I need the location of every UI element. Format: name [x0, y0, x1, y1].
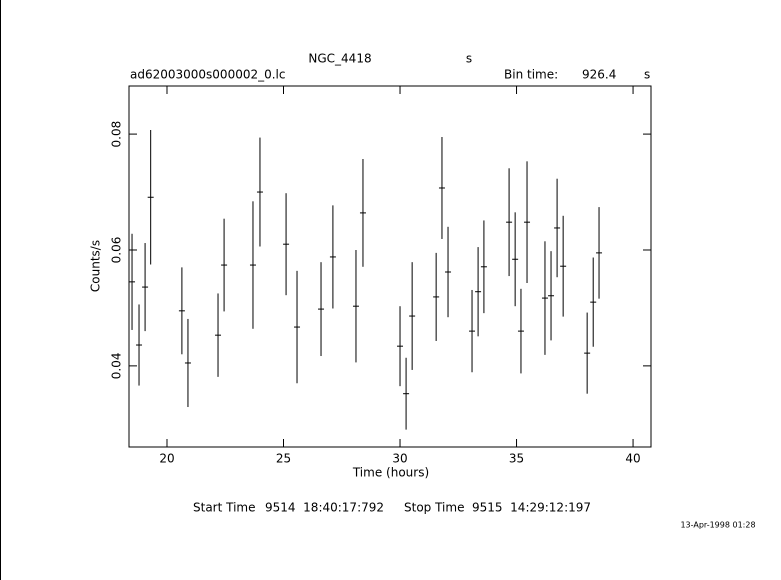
stop-value: 9515 14:29:12:197: [472, 501, 591, 515]
y-tick-label: 0.06: [110, 237, 124, 264]
object-name: NGC_4418: [308, 52, 371, 66]
bin-label: Bin time:: [504, 68, 558, 82]
y-axis-label: Counts/s: [89, 240, 103, 292]
start-label: Start Time: [193, 501, 256, 515]
y-tick-label: 0.04: [110, 353, 124, 380]
x-tick-label: 20: [159, 452, 174, 466]
x-tick-label: 30: [392, 452, 407, 466]
stop-label: Stop Time: [404, 501, 464, 515]
start-value: 9514 18:40:17:792: [265, 501, 384, 515]
y-tick-label: 0.08: [110, 121, 124, 148]
plot-frame: [128, 85, 652, 448]
file-name: ad62003000s000002_0.lc: [130, 68, 286, 82]
x-axis-label: Time (hours): [352, 466, 429, 480]
object-unit: s: [466, 52, 472, 66]
x-tick-label: 35: [509, 452, 524, 466]
x-tick-label: 25: [276, 452, 291, 466]
bin-unit: s: [644, 68, 650, 82]
x-tick-label: 40: [625, 452, 640, 466]
bin-value: 926.4: [582, 68, 616, 82]
timestamp: 13-Apr-1998 01:28: [680, 521, 755, 530]
